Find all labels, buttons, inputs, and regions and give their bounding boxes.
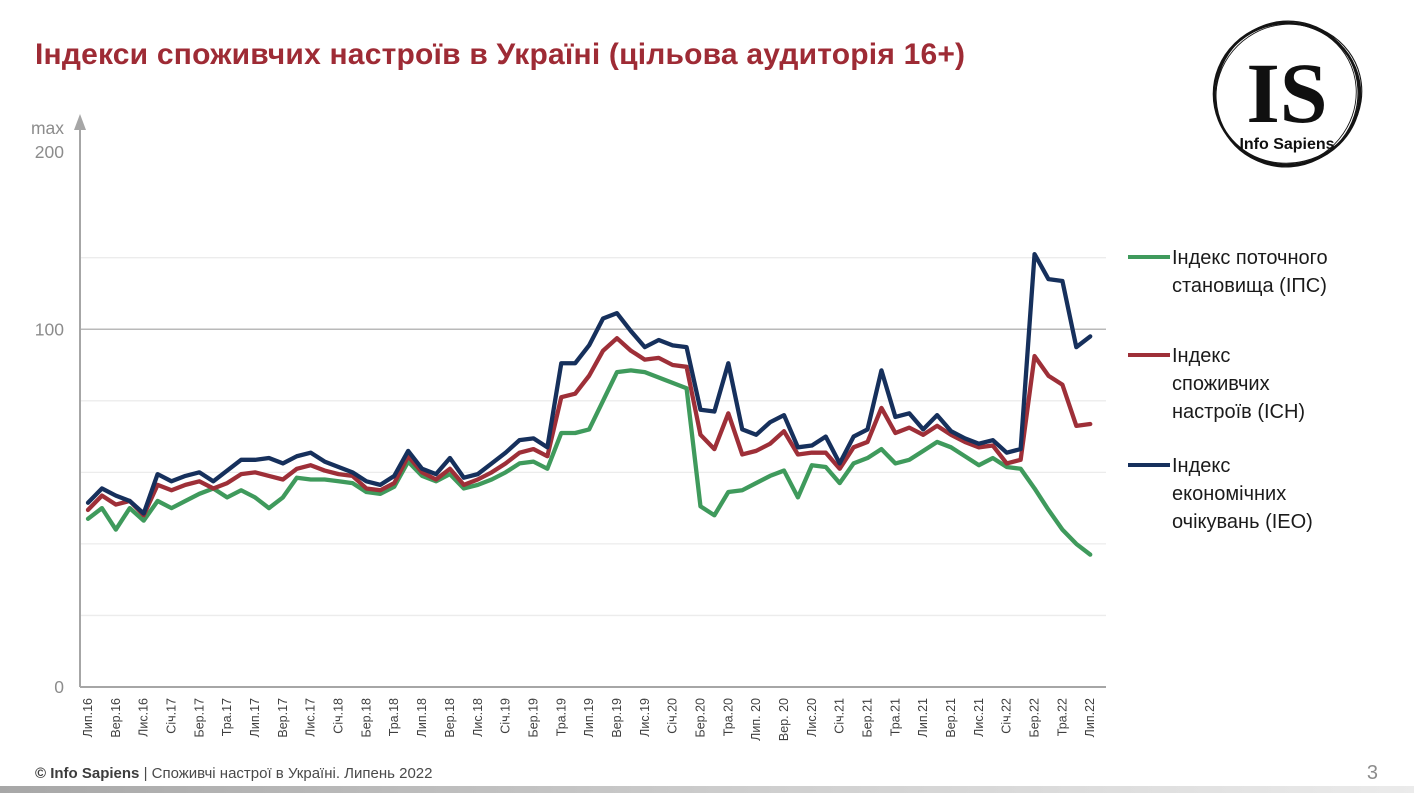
logo-name: Info Sapiens	[1239, 136, 1334, 153]
x-tick-label-25: Вер. 20	[777, 698, 791, 741]
x-tick-label-10: Бер.18	[359, 698, 373, 738]
x-tick-label-33: Січ.22	[1000, 698, 1014, 734]
series-line-ich	[85, 336, 1093, 518]
y-axis-0-label: 0	[54, 677, 64, 697]
x-tick-label-29: Тра.21	[888, 698, 902, 736]
x-tick-label-26: Лис.20	[805, 698, 819, 737]
x-tick-label-15: Січ.19	[499, 698, 513, 734]
series-line-ieo	[85, 251, 1093, 516]
x-tick-label-23: Тра.20	[721, 698, 735, 736]
x-tick-label-34: Бер.22	[1028, 698, 1042, 738]
x-tick-label-2: Лис.16	[137, 698, 151, 737]
logo-monogram: IS	[1246, 45, 1327, 141]
x-tick-label-12: Лип.18	[415, 698, 429, 737]
x-tick-label-28: Бер.21	[861, 698, 875, 738]
x-tick-label-20: Лис.19	[638, 698, 652, 737]
footer: © Info Sapiens | Споживчі настрої в Укра…	[35, 765, 433, 782]
y-axis-arrow-icon	[74, 114, 86, 130]
y-axis-100-label: 100	[35, 319, 64, 339]
legend-item-ips: Індекс поточного становища (ІПС)	[1128, 244, 1328, 300]
info-sapiens-logo: IS Info Sapiens	[1205, 10, 1370, 180]
y-axis-max-label: max	[31, 118, 64, 138]
x-tick-label-31: Вер.21	[944, 698, 958, 738]
logo-graphic: IS Info Sapiens	[1212, 20, 1363, 168]
x-tick-label-5: Тра.17	[220, 698, 234, 736]
x-tick-label-17: Тра.19	[554, 698, 568, 736]
bottom-divider-bar	[0, 786, 1414, 793]
x-tick-label-9: Січ.18	[332, 698, 346, 734]
legend-label-ips: Індекс поточного становища (ІПС)	[1172, 247, 1328, 297]
x-tick-label-30: Лип.21	[916, 698, 930, 737]
page-number: 3	[1366, 762, 1378, 784]
legend-swatch-ips	[1128, 255, 1170, 259]
legend-swatch-ich	[1128, 353, 1170, 357]
footer-text: | Споживчі настрої в Україні. Липень 202…	[139, 765, 433, 782]
legend-item-ich: Індекс споживчих настроїв (ІСН)	[1128, 342, 1305, 426]
series-line-ips	[85, 368, 1093, 557]
x-tick-label-14: Лис.18	[471, 698, 485, 737]
x-tick-label-27: Січ.21	[833, 698, 847, 734]
x-tick-label-35: Тра.22	[1055, 698, 1069, 736]
x-tick-label-36: Лип.22	[1083, 698, 1097, 737]
x-tick-label-13: Вер.18	[443, 698, 457, 738]
x-tick-label-22: Бер.20	[693, 698, 707, 738]
x-tick-label-24: Лип. 20	[749, 698, 763, 741]
footer-brand: © Info Sapiens	[35, 765, 140, 782]
x-tick-label-1: Вер.16	[109, 698, 123, 738]
x-tick-label-8: Лис.17	[304, 698, 318, 737]
legend-item-ieo: Індекс економічних очікувань (ІЕО)	[1128, 452, 1313, 536]
x-tick-label-21: Січ.20	[666, 698, 680, 734]
x-tick-label-11: Тра.18	[387, 698, 401, 736]
x-tick-label-32: Лис.21	[972, 698, 986, 737]
x-tick-label-16: Бер.19	[526, 698, 540, 738]
x-tick-label-6: Лип.17	[248, 698, 262, 737]
legend-label-ich: Індекс споживчих настроїв (ІСН)	[1172, 345, 1306, 423]
legend-label-ieo: Індекс економічних очікувань (ІЕО)	[1172, 455, 1313, 533]
x-tick-label-7: Вер.17	[276, 698, 290, 738]
legend-swatch-ieo	[1128, 463, 1170, 467]
x-tick-label-4: Бер.17	[192, 698, 206, 738]
x-tick-label-18: Лип.19	[582, 698, 596, 737]
x-tick-label-3: Січ.17	[165, 698, 179, 734]
y-axis-200-label: 200	[35, 142, 64, 162]
x-tick-label-0: Лип.16	[81, 698, 95, 737]
page-title: Індекси споживчих настроїв в Україні (ці…	[35, 38, 966, 71]
x-tick-label-19: Вер.19	[610, 698, 624, 738]
